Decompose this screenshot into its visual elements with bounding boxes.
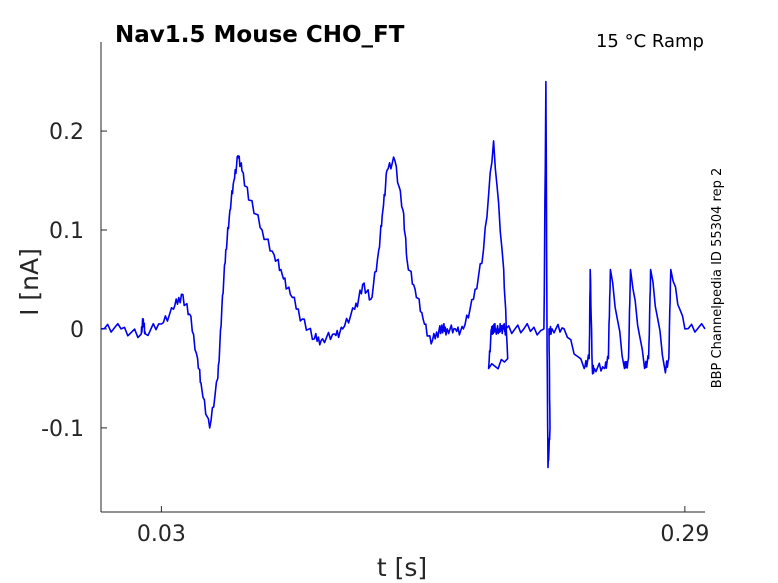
- x-axis-label: t [s]: [377, 553, 427, 582]
- y-tick-label: 0.2: [49, 120, 84, 145]
- y-ticks: 0.2 0.1 0 -0.1: [41, 120, 107, 442]
- plot-area: 0.2 0.1 0 -0.1 0.03 0.29: [41, 42, 709, 547]
- chart-title: Nav1.5 Mouse CHO_FT: [115, 22, 405, 48]
- x-tick-label: 0.03: [137, 522, 186, 547]
- y-tick-label: 0: [70, 318, 84, 343]
- y-axis-label: I [nA]: [15, 248, 44, 316]
- x-ticks: 0.03 0.29: [137, 506, 709, 547]
- y-tick-label: 0.1: [49, 219, 84, 244]
- chart-subtitle: 15 °C Ramp: [596, 31, 704, 52]
- series-line: [100, 80, 706, 469]
- y-tick-label: -0.1: [41, 417, 84, 442]
- x-tick-label: 0.29: [660, 522, 709, 547]
- side-note: BBP Channelpedia ID 55304 rep 2: [710, 168, 725, 389]
